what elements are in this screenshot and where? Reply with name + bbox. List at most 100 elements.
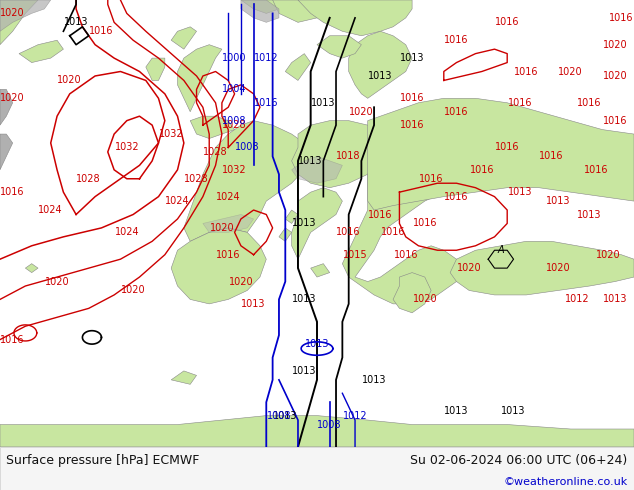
Text: 1012: 1012 bbox=[254, 53, 278, 63]
Text: 1032: 1032 bbox=[159, 129, 183, 139]
Text: 1016: 1016 bbox=[400, 93, 424, 103]
Text: Surface pressure [hPa] ECMWF: Surface pressure [hPa] ECMWF bbox=[6, 454, 200, 467]
Polygon shape bbox=[190, 116, 235, 139]
Polygon shape bbox=[0, 89, 13, 125]
Polygon shape bbox=[292, 121, 387, 188]
Text: 1013: 1013 bbox=[603, 294, 627, 304]
Polygon shape bbox=[292, 156, 342, 183]
Polygon shape bbox=[0, 416, 634, 447]
Text: 1013: 1013 bbox=[273, 411, 297, 420]
Text: 1020: 1020 bbox=[121, 286, 145, 295]
Text: 1024: 1024 bbox=[39, 205, 63, 215]
Text: 1008: 1008 bbox=[235, 143, 259, 152]
Text: 1016: 1016 bbox=[394, 250, 418, 260]
Text: 1013: 1013 bbox=[362, 375, 386, 385]
Text: 1016: 1016 bbox=[514, 67, 538, 76]
Text: 1016: 1016 bbox=[337, 227, 361, 237]
Text: 1013: 1013 bbox=[368, 71, 392, 81]
Text: 1020: 1020 bbox=[58, 75, 82, 85]
Text: 1024: 1024 bbox=[216, 192, 240, 201]
Text: 1013: 1013 bbox=[578, 210, 602, 220]
Text: 1013: 1013 bbox=[64, 17, 88, 27]
Text: 1008: 1008 bbox=[318, 419, 342, 430]
Text: 1016: 1016 bbox=[444, 192, 469, 201]
Polygon shape bbox=[450, 241, 634, 295]
Text: 1020: 1020 bbox=[597, 250, 621, 260]
Text: 1016: 1016 bbox=[368, 210, 392, 220]
Text: 1020: 1020 bbox=[413, 294, 437, 304]
Text: 1000: 1000 bbox=[223, 53, 247, 63]
Text: 1016: 1016 bbox=[584, 165, 608, 175]
Text: 1020: 1020 bbox=[603, 71, 627, 81]
Text: 1020: 1020 bbox=[546, 263, 570, 273]
Text: 1013: 1013 bbox=[292, 219, 316, 228]
Text: 1016: 1016 bbox=[419, 174, 443, 184]
Text: 1016: 1016 bbox=[444, 35, 469, 45]
Polygon shape bbox=[178, 45, 222, 112]
Text: 1016: 1016 bbox=[400, 120, 424, 130]
Text: ©weatheronline.co.uk: ©weatheronline.co.uk bbox=[503, 477, 628, 487]
Text: 1013: 1013 bbox=[292, 366, 316, 376]
Text: 1020: 1020 bbox=[457, 263, 481, 273]
Text: 1028: 1028 bbox=[204, 147, 228, 157]
Text: 1024: 1024 bbox=[115, 227, 139, 237]
Text: 1016: 1016 bbox=[609, 13, 633, 23]
Text: 1016: 1016 bbox=[413, 219, 437, 228]
Text: 1016: 1016 bbox=[1, 187, 25, 197]
Text: 1028: 1028 bbox=[77, 174, 101, 184]
Text: 1016: 1016 bbox=[89, 26, 113, 36]
Polygon shape bbox=[146, 58, 165, 80]
Polygon shape bbox=[0, 0, 51, 31]
Polygon shape bbox=[393, 272, 431, 313]
Text: 1013: 1013 bbox=[292, 294, 316, 304]
Polygon shape bbox=[0, 0, 38, 45]
Polygon shape bbox=[171, 228, 266, 304]
Polygon shape bbox=[25, 264, 38, 272]
Text: 1016: 1016 bbox=[495, 143, 519, 152]
Polygon shape bbox=[349, 31, 412, 98]
Text: 1016: 1016 bbox=[495, 17, 519, 27]
Text: 1024: 1024 bbox=[165, 196, 190, 206]
Polygon shape bbox=[298, 0, 412, 36]
Text: 1016: 1016 bbox=[1, 335, 25, 344]
Text: 1028: 1028 bbox=[223, 120, 247, 130]
Polygon shape bbox=[311, 264, 330, 277]
Text: 1020: 1020 bbox=[210, 223, 234, 233]
Text: 1020: 1020 bbox=[229, 276, 253, 287]
Text: 1016: 1016 bbox=[381, 227, 405, 237]
Text: Su 02-06-2024 06:00 UTC (06+24): Su 02-06-2024 06:00 UTC (06+24) bbox=[410, 454, 628, 467]
Polygon shape bbox=[317, 36, 361, 58]
Text: 1032: 1032 bbox=[223, 165, 247, 175]
Text: 1013: 1013 bbox=[501, 406, 526, 416]
Text: 1016: 1016 bbox=[578, 98, 602, 108]
Text: 1018: 1018 bbox=[337, 151, 361, 161]
Text: 1013: 1013 bbox=[311, 98, 335, 108]
Text: 1004: 1004 bbox=[223, 84, 247, 95]
Text: 1032: 1032 bbox=[115, 143, 139, 152]
Polygon shape bbox=[285, 210, 298, 223]
Polygon shape bbox=[171, 371, 197, 384]
Polygon shape bbox=[19, 40, 63, 63]
Polygon shape bbox=[342, 129, 476, 304]
Text: 1008: 1008 bbox=[223, 116, 247, 125]
Text: 1020: 1020 bbox=[1, 93, 25, 103]
Text: 1013: 1013 bbox=[242, 299, 266, 309]
Text: 1013: 1013 bbox=[508, 187, 532, 197]
Text: 1016: 1016 bbox=[216, 250, 240, 260]
Text: 1020: 1020 bbox=[349, 107, 373, 117]
Text: 1013: 1013 bbox=[444, 406, 469, 416]
Text: 1016: 1016 bbox=[540, 151, 564, 161]
Text: 1020: 1020 bbox=[45, 276, 69, 287]
Polygon shape bbox=[292, 188, 342, 259]
Text: 1016: 1016 bbox=[444, 107, 469, 117]
Text: 1016: 1016 bbox=[603, 116, 627, 125]
Text: 1012: 1012 bbox=[343, 411, 367, 420]
Text: 1016: 1016 bbox=[254, 98, 278, 108]
Polygon shape bbox=[279, 228, 292, 241]
Polygon shape bbox=[241, 0, 292, 13]
Text: 1020: 1020 bbox=[559, 67, 583, 76]
Text: 1008: 1008 bbox=[267, 411, 291, 420]
Text: 1015: 1015 bbox=[343, 250, 367, 260]
Text: 1013: 1013 bbox=[299, 156, 323, 166]
Polygon shape bbox=[273, 0, 342, 23]
